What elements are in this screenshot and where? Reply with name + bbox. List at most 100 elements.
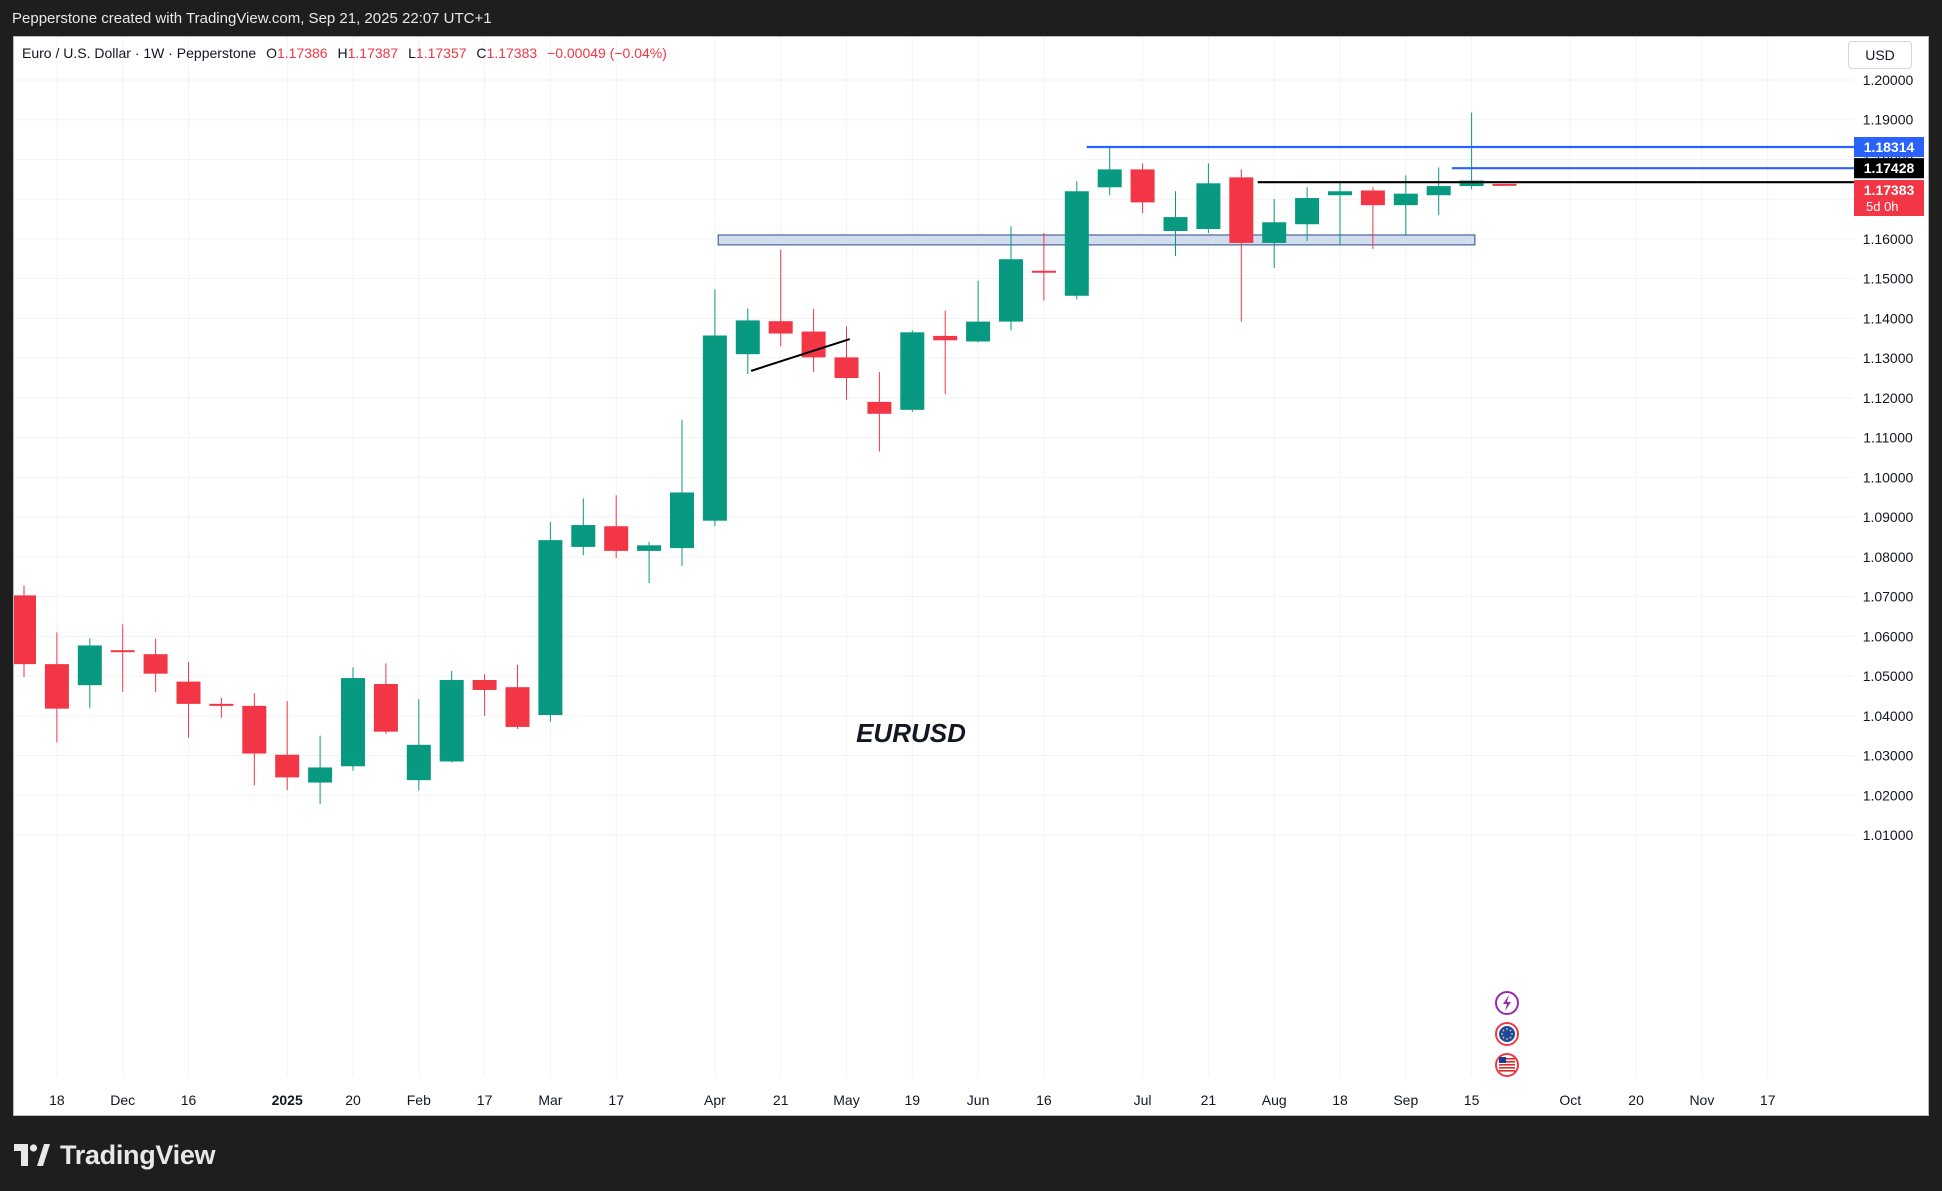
candles-group xyxy=(14,112,1517,805)
candle-body xyxy=(1262,222,1287,243)
time-tick-label: 21 xyxy=(1201,1092,1217,1108)
price-tick-label: 1.12000 xyxy=(1863,390,1914,406)
candle-body xyxy=(176,681,201,704)
candle-body xyxy=(1130,169,1155,203)
candle xyxy=(439,670,464,763)
eu-flag-icon xyxy=(1495,1022,1519,1046)
price-tick-label: 1.07000 xyxy=(1863,589,1914,605)
time-tick-label: 2025 xyxy=(272,1092,303,1108)
price-label-text: 1.17428 xyxy=(1864,160,1915,176)
candle xyxy=(1295,187,1320,241)
price-tick-label: 1.06000 xyxy=(1863,628,1914,644)
candle xyxy=(1262,199,1287,268)
time-tick-label: Apr xyxy=(704,1092,726,1108)
candle xyxy=(670,419,694,566)
candle xyxy=(143,638,168,692)
candle xyxy=(538,521,563,722)
time-tick-label: 20 xyxy=(345,1092,361,1108)
price-label-text: 1.17383 xyxy=(1864,182,1915,198)
candle xyxy=(834,326,859,400)
symbol-title: Euro / U.S. Dollar · 1W · Pepperstone xyxy=(22,45,257,61)
chart-annotation-text: EURUSD xyxy=(856,718,966,748)
time-tick-label: 16 xyxy=(1036,1092,1052,1108)
candle-body xyxy=(77,645,102,686)
us-flag-icon xyxy=(1495,1053,1519,1077)
candle xyxy=(1163,191,1188,257)
close-label: C xyxy=(476,45,487,61)
candle-body xyxy=(1295,198,1320,225)
time-tick-label: Sep xyxy=(1393,1092,1418,1108)
trendline xyxy=(750,338,851,372)
close-value: 1.17383 xyxy=(486,45,538,61)
time-tick-label: 15 xyxy=(1464,1092,1480,1108)
candle-body xyxy=(571,525,596,547)
candle-body xyxy=(933,335,958,341)
price-tick-label: 1.02000 xyxy=(1863,787,1914,803)
candle-body xyxy=(1031,270,1056,273)
candle-body xyxy=(1196,183,1221,230)
candle-body xyxy=(735,320,760,355)
candle xyxy=(308,735,333,805)
candle xyxy=(1360,187,1385,249)
candle-body xyxy=(670,492,694,549)
candle xyxy=(966,280,991,343)
currency-selector[interactable]: USD xyxy=(1848,41,1912,69)
chart-area[interactable]: EURUSD 1.01000 1.02000 1.03000 1.04000 1.0500… xyxy=(13,36,1929,1116)
candle-body xyxy=(768,321,793,334)
candle-body xyxy=(702,335,727,521)
candle-body xyxy=(44,664,69,709)
time-tick-label: Mar xyxy=(538,1092,562,1108)
open-value: 1.17386 xyxy=(276,45,328,61)
candle xyxy=(275,701,300,791)
time-tick-label: 18 xyxy=(1332,1092,1348,1108)
candle xyxy=(176,662,201,738)
candle xyxy=(1031,232,1056,301)
candle-body xyxy=(1360,190,1385,206)
tradingview-logo-icon xyxy=(14,1144,50,1166)
time-tick-label: Jul xyxy=(1134,1092,1152,1108)
time-tick-label: Oct xyxy=(1559,1092,1581,1108)
candle-body xyxy=(209,703,234,706)
candle-body xyxy=(308,767,333,783)
candle xyxy=(341,667,365,771)
candle xyxy=(571,498,596,556)
candle xyxy=(999,226,1023,331)
high-label: H xyxy=(337,45,348,61)
time-tick-label: 19 xyxy=(905,1092,921,1108)
candle-body xyxy=(242,705,267,754)
candle xyxy=(242,693,267,786)
price-tick-label: 1.08000 xyxy=(1863,549,1914,565)
price-tick-label: 1.05000 xyxy=(1863,668,1914,684)
time-tick-label: Dec xyxy=(110,1092,135,1108)
candle xyxy=(1097,147,1122,196)
price-tick-label: 1.01000 xyxy=(1863,827,1914,843)
time-tick-label: 17 xyxy=(1760,1092,1776,1108)
candle xyxy=(1393,175,1418,236)
candlestick-chart[interactable]: EURUSD 1.01000 1.02000 1.03000 1.04000 1.0500… xyxy=(14,37,1928,1115)
open-label: O xyxy=(266,45,277,61)
candle xyxy=(110,624,135,692)
candle xyxy=(209,697,234,718)
candle xyxy=(1064,181,1089,300)
candle-body xyxy=(406,744,431,781)
candle xyxy=(44,632,69,743)
price-tick-label: 1.10000 xyxy=(1863,469,1914,485)
time-tick-label: Aug xyxy=(1262,1092,1287,1108)
candle-body xyxy=(373,684,398,732)
price-tick-label: 1.13000 xyxy=(1863,350,1914,366)
footer-bar: TradingView xyxy=(0,1116,1942,1191)
time-tick-label: Jun xyxy=(967,1092,990,1108)
tradingview-logo[interactable]: TradingView xyxy=(14,1140,216,1170)
candle-body xyxy=(999,259,1023,322)
price-axis: 1.01000 1.02000 1.03000 1.04000 1.05000 1.060… xyxy=(1854,72,1924,843)
candle xyxy=(1196,163,1221,233)
candle xyxy=(77,638,102,708)
candle xyxy=(768,249,793,347)
candle xyxy=(472,674,497,716)
candle xyxy=(14,585,36,678)
time-tick-label: 17 xyxy=(608,1092,624,1108)
candle-body xyxy=(275,754,300,778)
candle xyxy=(1426,167,1451,216)
candle-body xyxy=(538,540,563,715)
candle xyxy=(1130,163,1155,214)
